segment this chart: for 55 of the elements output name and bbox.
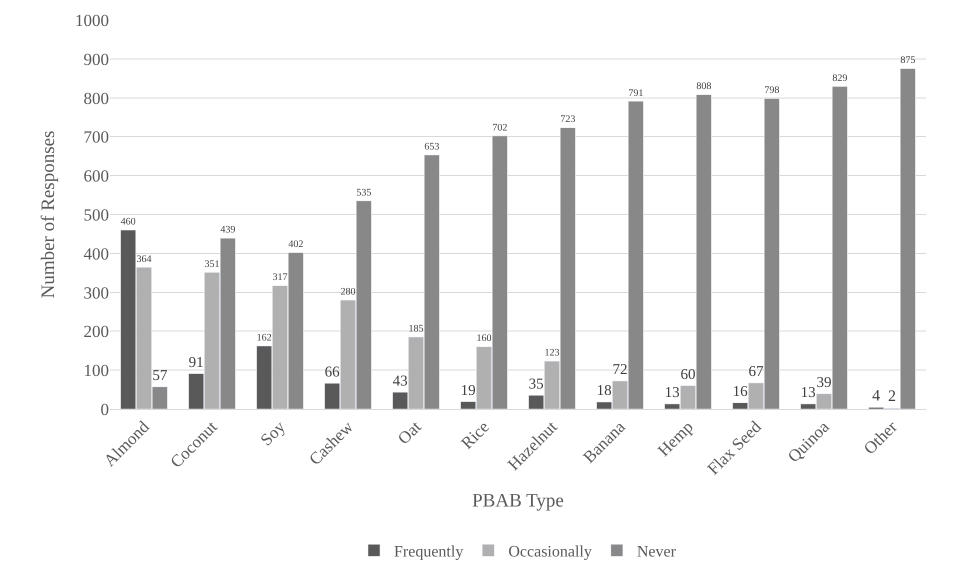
data-label: 829 (832, 73, 848, 84)
data-label: 160 (476, 333, 492, 344)
y-tick-label: 600 (84, 166, 109, 186)
data-label: 364 (136, 254, 152, 265)
data-label: 875 (900, 55, 916, 66)
x-tick-label: Soy (256, 416, 290, 450)
legend-label: Never (636, 544, 677, 561)
y-tick-label: 700 (84, 128, 109, 147)
y-tick-label: 0 (100, 400, 109, 419)
data-label: 162 (256, 332, 272, 344)
data-label: 43 (392, 374, 408, 390)
data-label: 351 (204, 258, 220, 270)
data-label: 18 (596, 383, 612, 400)
data-label: 67 (748, 364, 764, 380)
data-label: 66 (324, 364, 340, 381)
data-label: 72 (612, 362, 628, 378)
data-label: 35 (528, 376, 544, 393)
x-tick-label: Oat (394, 417, 426, 448)
data-label: 16 (732, 384, 748, 400)
y-axis-title: Number of Responses (38, 130, 59, 298)
data-label: 185 (408, 324, 424, 335)
y-tick-label: 1000 (75, 10, 109, 30)
data-label: 653 (424, 141, 440, 152)
x-tick-label: Rice (457, 417, 493, 453)
y-tick-label: 800 (84, 88, 109, 108)
x-axis-title: PBAB Type (472, 490, 564, 512)
data-label: 39 (816, 375, 832, 392)
data-label: 13 (800, 385, 816, 402)
data-label: 4 (872, 387, 880, 404)
legend-label: Occasionally (508, 544, 592, 561)
data-label: 808 (696, 81, 712, 92)
y-tick-label: 500 (84, 205, 109, 224)
legend-label: Frequently (394, 544, 464, 561)
data-label: 19 (460, 382, 476, 399)
y-tick-label: 300 (84, 283, 109, 302)
data-label: 60 (680, 366, 696, 383)
data-label: 123 (544, 348, 560, 359)
data-label: 13 (664, 385, 680, 402)
y-tick-label: 400 (84, 244, 109, 264)
data-label: 702 (492, 122, 508, 134)
y-tick-label: 100 (84, 361, 109, 380)
data-label: 535 (356, 187, 372, 198)
data-label: 91 (188, 354, 204, 371)
data-label: 57 (152, 368, 168, 384)
data-label: 439 (220, 224, 236, 236)
y-tick-label: 900 (84, 50, 109, 69)
data-label: 280 (340, 286, 356, 298)
data-label: 2 (888, 388, 896, 406)
data-label: 402 (288, 239, 304, 250)
data-label: 798 (764, 85, 780, 96)
data-label: 791 (628, 88, 644, 99)
y-tick-label: 200 (84, 322, 109, 342)
data-label: 723 (560, 114, 576, 126)
data-label: 460 (120, 216, 136, 228)
data-label: 317 (272, 272, 288, 284)
